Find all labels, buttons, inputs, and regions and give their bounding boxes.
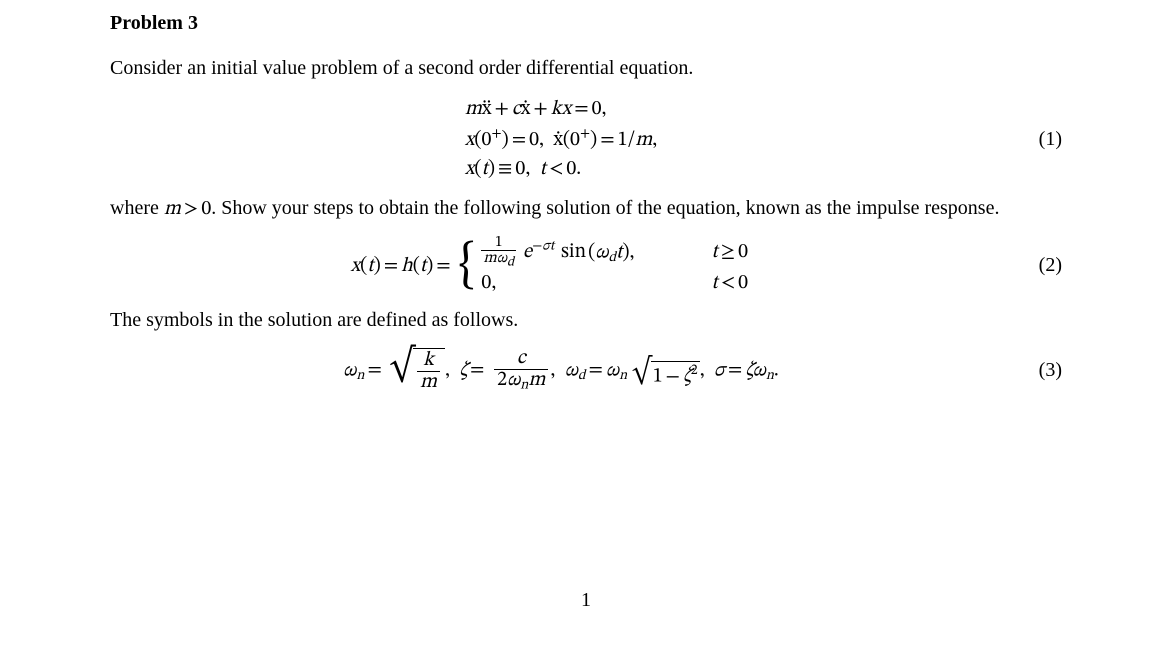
symbols-paragraph: The symbols in the solution are defined … — [110, 307, 1062, 334]
equation-1-number: (1) — [1012, 126, 1062, 153]
page-content: Problem 3 Consider an initial value prob… — [0, 0, 1172, 393]
equation-2-block: x(t)=h(t)= { 1mωd e−σt sin(ωdt), t≥0 — [110, 235, 1062, 297]
equation-2-math: x(t)=h(t)= { 1mωd e−σt sin(ωdt), t≥0 — [351, 235, 772, 297]
page-number: 1 — [0, 589, 1172, 612]
equation-3-math: ωn= √km, ζ= c2ωnm, ωd=ωn √1−ζ2, σ=ζωn. — [343, 348, 779, 393]
intro-paragraph: Consider an initial value problem of a s… — [110, 55, 1062, 82]
equation-3-number: (3) — [1012, 357, 1062, 384]
equation-3-block: ωn= √km, ζ= c2ωnm, ωd=ωn √1−ζ2, σ=ζωn. (… — [110, 348, 1062, 393]
where-paragraph: where m>0. Show your steps to obtain the… — [110, 195, 1062, 223]
equation-2-number: (2) — [1012, 252, 1062, 279]
inline-m-gt-0: m>0 — [164, 199, 211, 219]
equation-1-block: mẍ+cẋ+kx=0, x(0+)=0, ẋ(0+)=1/m, x(t)≡0, … — [110, 94, 1062, 185]
problem-heading: Problem 3 — [110, 10, 1062, 37]
equation-1-math: mẍ+cẋ+kx=0, x(0+)=0, ẋ(0+)=1/m, x(t)≡0, … — [465, 94, 657, 185]
